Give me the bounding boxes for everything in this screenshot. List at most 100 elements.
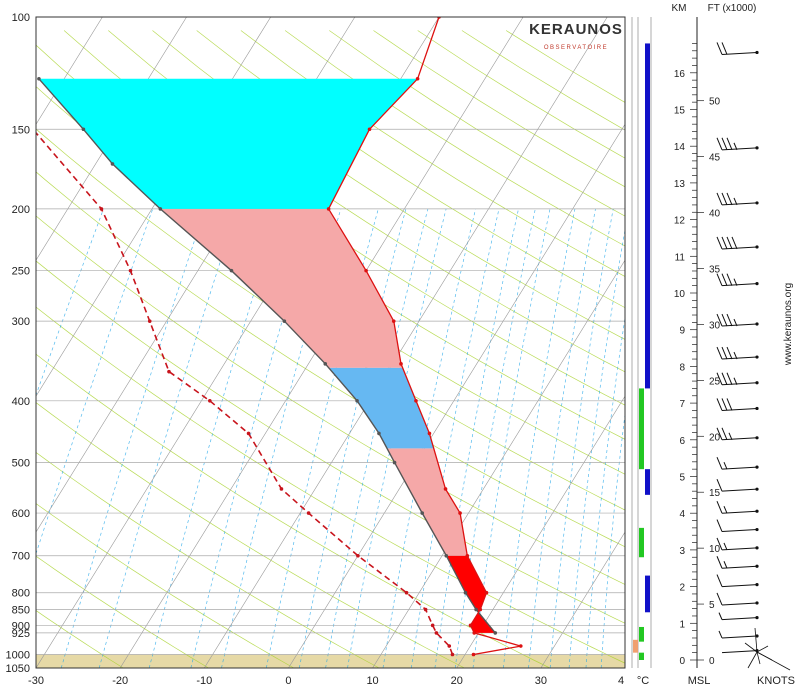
wind-barb-feather	[716, 556, 723, 569]
wind-barb-feather	[726, 313, 733, 327]
brand-subtitle: OBSERVATOIRE	[544, 45, 608, 51]
dewpoint-curve-point	[167, 369, 171, 374]
pressure-tick-label: 800	[12, 588, 30, 600]
ft-tick-label: 50	[709, 97, 721, 108]
wind-barb-staff	[721, 488, 758, 492]
wind-barb-feather	[721, 137, 728, 151]
wind-barb-point	[755, 527, 759, 532]
ground-band	[36, 654, 625, 668]
dewpoint-curve-point	[306, 511, 311, 515]
wind-barb-half-feather	[733, 318, 738, 327]
wind-barb-feather	[721, 313, 728, 327]
km-header: KM	[672, 3, 687, 14]
dry-adiabat-line	[36, 260, 625, 624]
pressure-tick-label: 500	[12, 458, 30, 470]
isotherm-line	[372, 259, 625, 668]
wind-barb-staff	[721, 565, 758, 569]
km-tick-label: 6	[679, 436, 685, 447]
moisture-layer-bar	[639, 652, 644, 660]
dry-adiabat-line	[63, 30, 625, 406]
wind-barb-feather	[731, 236, 738, 250]
wind-barb-staff	[721, 617, 758, 621]
wind-barb-point	[755, 509, 759, 513]
wind-barb-point	[755, 436, 759, 440]
mixing-ratio-line	[585, 315, 625, 668]
wind-barb-point	[755, 50, 759, 55]
wind-barb-feather	[716, 478, 723, 492]
isotherm-line	[793, 17, 800, 668]
parcel-curve-point	[420, 511, 425, 515]
hodograph-line	[756, 651, 791, 671]
temperature-curve-point	[478, 607, 483, 612]
isotherm-line	[204, 17, 608, 668]
mixing-ratio-line	[472, 208, 551, 668]
dewpoint-curve-point	[404, 590, 409, 595]
dry-adiabat-line	[36, 306, 625, 664]
isotherm-line	[0, 17, 18, 668]
temperature-tick-label: 30	[535, 675, 547, 687]
wind-barb-staff	[721, 51, 758, 55]
wind-barb-feather	[721, 42, 728, 55]
parcel-curve-point	[444, 553, 449, 558]
km-tick-label: 5	[679, 473, 685, 484]
ft-header: FT (x1000)	[708, 3, 757, 14]
website-url: www.keraunos.org	[783, 283, 794, 366]
dewpoint-curve-point	[434, 631, 439, 635]
wind-barb-staff	[721, 602, 758, 606]
dewpoint-curve-point	[31, 127, 35, 131]
pressure-tick-label: 250	[12, 266, 30, 278]
pressure-tick-label: 100	[12, 12, 30, 24]
temperature-curve-point	[471, 652, 476, 657]
dewpoint-curve-point	[423, 607, 428, 612]
ft-tick-label: 40	[709, 209, 721, 220]
temperature-curve-point	[458, 511, 462, 515]
temperature-curve-point	[468, 623, 473, 628]
wind-barb-feather	[716, 192, 723, 206]
ft-tick-label: 15	[709, 488, 721, 499]
wind-barb-staff	[721, 529, 758, 533]
wind-barb-staff	[721, 246, 758, 250]
km-tick-label: 16	[674, 69, 686, 80]
wind-barb-feather	[721, 398, 728, 411]
dewpoint-curve-point	[128, 268, 133, 273]
dry-adiabat-line	[36, 128, 625, 511]
temperature-curve-point	[427, 431, 432, 436]
temperature-axis-labels: -30 -20 -10 0 10 20 30 4	[28, 675, 624, 687]
pressure-tick-label: 700	[12, 551, 30, 563]
parcel-curve-point	[392, 460, 397, 465]
wind-barb-half-feather	[723, 542, 728, 551]
parcel-curve-point	[463, 590, 468, 595]
mixing-ratio-line	[568, 228, 625, 668]
wind-barb-staff	[721, 650, 758, 654]
pressure-tick-label: 400	[12, 396, 30, 408]
dry-adiabat-line	[36, 451, 380, 668]
wind-barb-staff	[721, 323, 758, 327]
moisture-layer-bar	[639, 626, 644, 642]
dewpoint-curve-point	[430, 623, 435, 628]
dewpoint-curve-point	[356, 553, 360, 558]
wind-barb-staff	[721, 635, 758, 639]
wind-barb-point	[755, 406, 759, 411]
wind-barb-feather	[716, 574, 723, 587]
pressure-tick-label: 200	[12, 204, 30, 216]
wind-barb-feather	[716, 501, 723, 514]
wind-barb-point	[755, 546, 759, 550]
wind-barb-staff	[721, 466, 758, 470]
parcel-curve-point	[493, 631, 498, 635]
dry-adiabat-line	[36, 215, 625, 585]
ft-tick-label: 30	[709, 320, 721, 331]
temperature-tick-label: -30	[28, 675, 44, 687]
cloud-layer-bar	[645, 469, 650, 495]
temperature-curve-point	[518, 644, 523, 648]
temperature-curve-point	[326, 207, 331, 211]
dry-adiabat-line	[36, 402, 465, 668]
wind-barb-point	[755, 601, 759, 605]
wind-barb-feather	[726, 398, 733, 411]
hodograph-line	[744, 642, 758, 653]
wind-barb-feather	[721, 192, 728, 206]
km-tick-label: 13	[674, 179, 686, 190]
cloud-layer-area	[328, 367, 434, 449]
km-tick-label: 8	[679, 362, 685, 373]
wind-barb-feather	[721, 346, 728, 360]
